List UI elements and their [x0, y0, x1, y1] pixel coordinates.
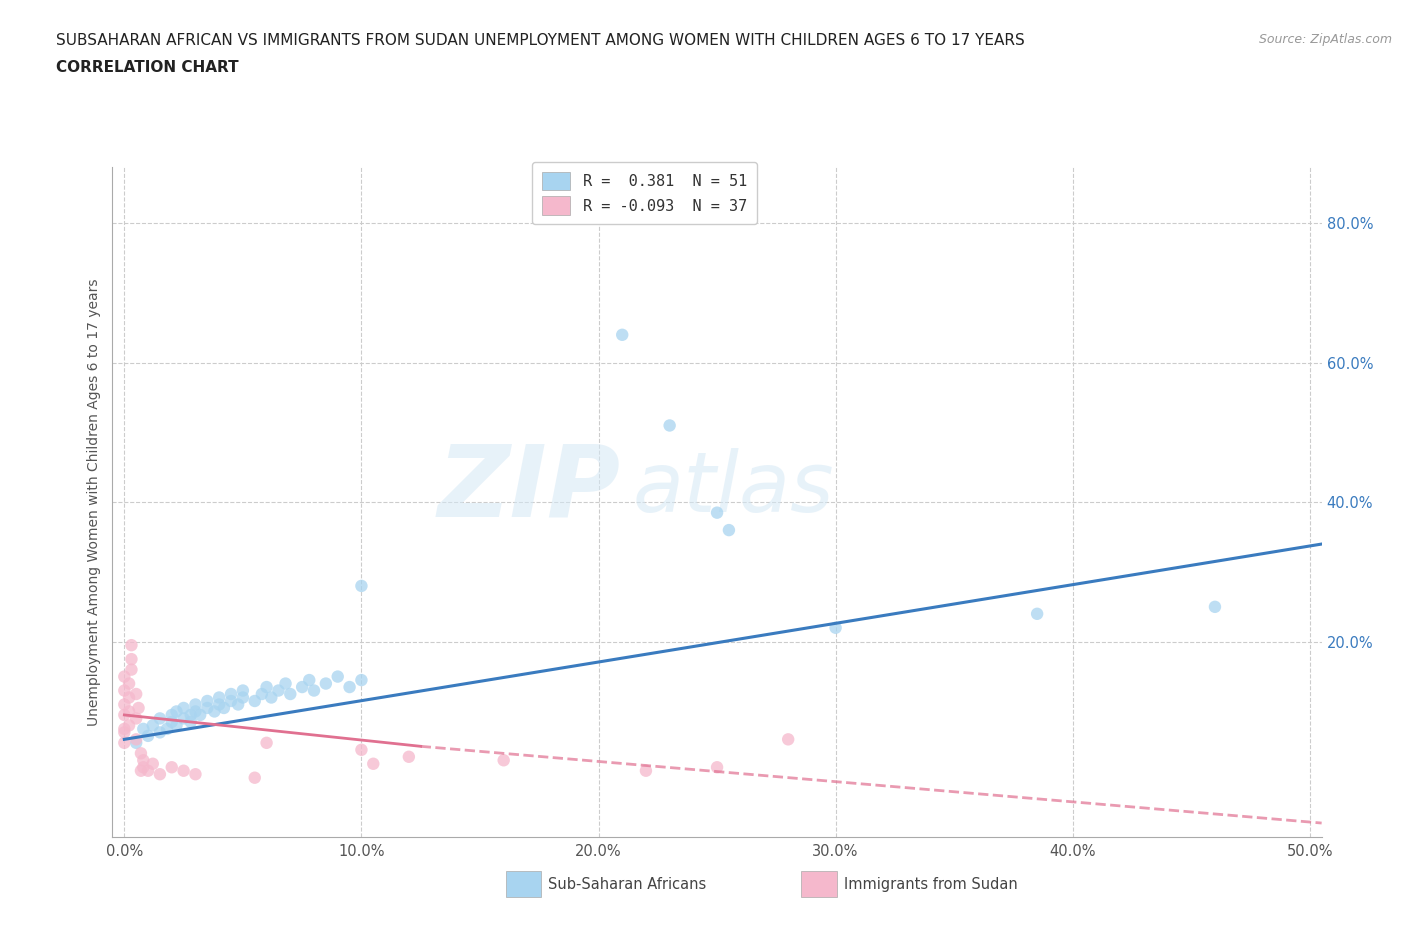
Point — [125, 736, 148, 751]
Point — [129, 764, 152, 778]
Point — [112, 722, 135, 737]
Point — [291, 680, 314, 695]
Text: atlas: atlas — [633, 448, 834, 529]
Point — [706, 760, 728, 775]
Point — [132, 753, 155, 768]
Point — [125, 711, 148, 725]
Point — [128, 700, 150, 715]
Point — [274, 676, 297, 691]
Point — [112, 698, 135, 712]
Point — [339, 680, 361, 695]
Point — [219, 694, 242, 709]
Point — [658, 418, 681, 433]
Point — [166, 718, 188, 733]
Text: Immigrants from Sudan: Immigrants from Sudan — [844, 877, 1018, 892]
Text: CORRELATION CHART: CORRELATION CHART — [56, 60, 239, 75]
Point — [717, 523, 740, 538]
Point — [243, 770, 266, 785]
Point — [226, 698, 249, 712]
Point — [149, 766, 172, 781]
Point — [361, 756, 384, 771]
Point — [120, 662, 142, 677]
Point — [250, 686, 273, 701]
Point — [208, 698, 231, 712]
Point — [118, 690, 141, 705]
Point — [112, 670, 135, 684]
Point — [173, 700, 195, 715]
Point — [129, 746, 152, 761]
Point — [398, 750, 420, 764]
Point — [350, 742, 373, 757]
Point — [195, 694, 218, 709]
Point — [180, 714, 202, 729]
Point — [120, 652, 142, 667]
Point — [195, 700, 218, 715]
Point — [136, 764, 159, 778]
Point — [188, 708, 211, 723]
Point — [212, 700, 235, 715]
Point — [142, 756, 165, 771]
Point — [298, 672, 321, 687]
Point — [112, 736, 135, 751]
Point — [112, 708, 135, 723]
Text: ZIP: ZIP — [437, 440, 620, 538]
Point — [118, 676, 141, 691]
Point — [118, 704, 141, 719]
Point — [184, 766, 207, 781]
Point — [612, 327, 634, 342]
Point — [326, 670, 349, 684]
Point — [1204, 600, 1226, 615]
Point — [156, 722, 179, 737]
Point — [267, 683, 290, 698]
Point — [208, 690, 231, 705]
Point — [160, 760, 183, 775]
Point — [315, 676, 337, 691]
Point — [184, 704, 207, 719]
Point — [184, 698, 207, 712]
Point — [243, 694, 266, 709]
Text: Sub-Saharan Africans: Sub-Saharan Africans — [548, 877, 707, 892]
Point — [706, 505, 728, 520]
Point — [824, 620, 846, 635]
Point — [204, 704, 226, 719]
Text: Source: ZipAtlas.com: Source: ZipAtlas.com — [1258, 33, 1392, 46]
Point — [350, 672, 373, 687]
Point — [142, 718, 165, 733]
Point — [634, 764, 657, 778]
Legend: R =  0.381  N = 51, R = -0.093  N = 37: R = 0.381 N = 51, R = -0.093 N = 37 — [531, 162, 756, 224]
Point — [125, 686, 148, 701]
Point — [112, 725, 135, 740]
Point — [173, 764, 195, 778]
Point — [160, 708, 183, 723]
Text: SUBSAHARAN AFRICAN VS IMMIGRANTS FROM SUDAN UNEMPLOYMENT AMONG WOMEN WITH CHILDR: SUBSAHARAN AFRICAN VS IMMIGRANTS FROM SU… — [56, 33, 1025, 47]
Point — [778, 732, 800, 747]
Point — [260, 690, 283, 705]
Point — [160, 714, 183, 729]
Point — [149, 711, 172, 725]
Point — [219, 686, 242, 701]
Point — [256, 680, 278, 695]
Point — [149, 725, 172, 740]
Point — [125, 732, 148, 747]
Point — [132, 760, 155, 775]
Point — [232, 690, 254, 705]
Point — [180, 708, 202, 723]
Point — [120, 638, 142, 653]
Point — [232, 683, 254, 698]
Point — [136, 728, 159, 743]
Point — [173, 711, 195, 725]
Point — [166, 704, 188, 719]
Point — [132, 722, 155, 737]
Y-axis label: Unemployment Among Women with Children Ages 6 to 17 years: Unemployment Among Women with Children A… — [87, 278, 101, 726]
Point — [492, 753, 515, 768]
Point — [1026, 606, 1049, 621]
Point — [350, 578, 373, 593]
Point — [118, 718, 141, 733]
Point — [302, 683, 325, 698]
Point — [278, 686, 301, 701]
Point — [256, 736, 278, 751]
Point — [112, 683, 135, 698]
